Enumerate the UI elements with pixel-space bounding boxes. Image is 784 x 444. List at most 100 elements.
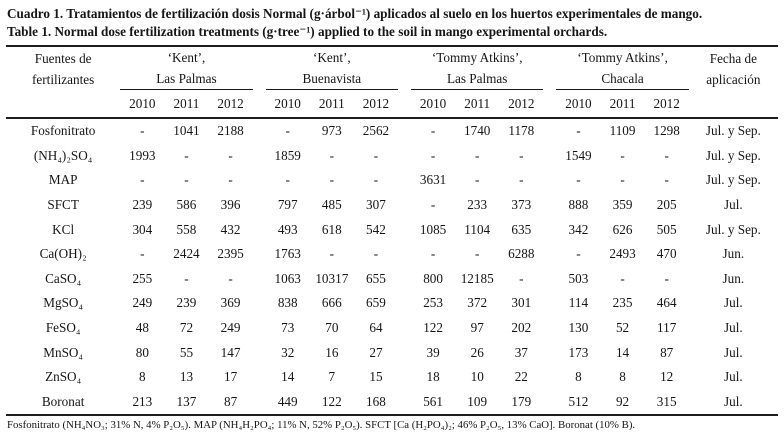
table-row: Boronat 213 137 87 449 122 168 561 109 179 512 92 31… [6,390,778,416]
value-cell: 213 [132,393,153,409]
value-cell: - [430,197,436,213]
application-date: Jun. [722,246,745,262]
column-gap [543,89,557,119]
value-cell: 239 [176,295,197,311]
table-row: MAP - - - - - - 3631 - - - - - Jul. y Sep. [6,168,778,193]
value-cell: 888 [568,197,589,213]
group-site: Buenavista [302,71,362,86]
value-cell: 13 [179,369,194,385]
application-date: Jul. [724,393,743,409]
table-header: Fuentes de fertilizantes ‘Kent’, Las Pal… [6,46,778,119]
value-cell: - [430,147,436,163]
value-cell: 8 [139,369,146,385]
value-cell: 359 [612,197,633,213]
value-cell: 304 [132,221,153,237]
value-cell: - [519,270,524,286]
column-gap [543,390,556,416]
fertilizer-source: SFCT [47,197,79,213]
value-cell: 373 [511,197,532,213]
column-gap [543,144,556,169]
application-date: Jul. y Sep. [705,147,761,163]
column-gap [253,46,266,90]
group-cultivar: ‘Kent’, [312,50,351,65]
value-cell: 202 [511,320,532,336]
value-cell: 396 [220,197,241,213]
application-date: Jul. [724,344,743,360]
column-gap [543,217,556,242]
value-cell: 1298 [653,123,680,139]
group-cultivar: ‘Tommy Atkins’, [431,50,523,65]
value-cell: 14 [615,344,630,360]
column-gap [253,267,266,292]
header-row-years: 2010 2011 2012 2010 2011 2012 2010 2011 … [6,89,778,119]
year-header: 2011 [309,89,354,119]
group-header-kent-las-palmas: ‘Kent’, Las Palmas [120,46,253,90]
value-cell: - [228,172,233,188]
year-header: 2011 [164,89,209,119]
fertilizer-source: MAP [48,172,78,188]
column-gap [252,89,266,119]
value-cell: 1859 [274,147,301,163]
value-cell: 15 [369,369,383,385]
date-header-line2: aplicación [706,72,761,87]
value-cell: 179 [511,393,532,409]
value-cell: 485 [321,197,342,213]
value-cell: 92 [615,393,630,409]
value-cell: - [184,270,189,286]
group-site: Chacala [601,71,644,86]
value-cell: 122 [423,320,443,336]
value-cell: - [576,246,581,262]
table-row: FeSO₄ 48 72 249 73 70 64 122 97 202 130 52 117 Jul. [6,316,778,341]
value-cell: 561 [423,393,443,409]
value-cell: - [519,147,524,163]
value-cell: 26 [470,344,484,360]
value-cell: 342 [568,221,589,237]
application-date: Jul. [724,197,743,213]
group-cultivar: ‘Kent’, [167,50,206,65]
column-gap [398,118,411,144]
column-gap [543,168,556,193]
value-cell: 626 [612,221,633,237]
value-cell: 255 [132,270,153,286]
value-cell: 542 [366,221,386,237]
year-header: 2012 [644,89,689,119]
value-cell: - [474,172,480,188]
application-date: Jul. y Sep. [705,123,761,139]
value-cell: 168 [366,393,386,409]
column-gap [398,89,412,119]
value-cell: 301 [511,295,532,311]
table-footnote: Fosfonitrato (NH₄NO₃; 31% N, 4% P₂O₅). M… [7,419,636,432]
value-cell: 432 [220,221,241,237]
value-cell: - [430,123,436,139]
value-cell: 16 [325,344,339,360]
value-cell: - [373,246,379,262]
value-cell: - [329,147,335,163]
value-cell: 493 [277,221,298,237]
value-cell: 1085 [419,221,447,237]
value-cell: 2424 [173,246,200,262]
value-cell: 130 [568,320,589,336]
value-cell: - [329,172,335,188]
value-cell: 369 [220,295,241,311]
application-date: Jul. [724,369,743,385]
column-gap [398,242,411,267]
value-cell: - [620,172,625,188]
value-cell: - [140,246,145,262]
value-cell: 249 [220,320,241,336]
value-cell: 505 [656,221,677,237]
column-gap [253,291,266,316]
year-header: 2012 [499,89,544,119]
table-caption: Cuadro 1. Tratamientos de fertilización … [0,0,784,42]
year-header: 2012 [208,89,253,119]
column-gap [543,118,556,144]
value-cell: 3631 [419,172,447,188]
fertilizer-source: (NH₄)₂SO₄ [33,147,93,163]
value-cell: 800 [423,270,443,286]
value-cell: 64 [369,320,383,336]
column-gap [253,340,266,365]
application-date: Jul. [724,320,743,336]
table-row: MgSO₄ 249 239 369 838 666 659 253 372 301 114 235 46… [6,291,778,316]
value-cell: 512 [568,393,589,409]
column-gap [398,291,411,316]
value-cell: 12185 [460,270,494,286]
